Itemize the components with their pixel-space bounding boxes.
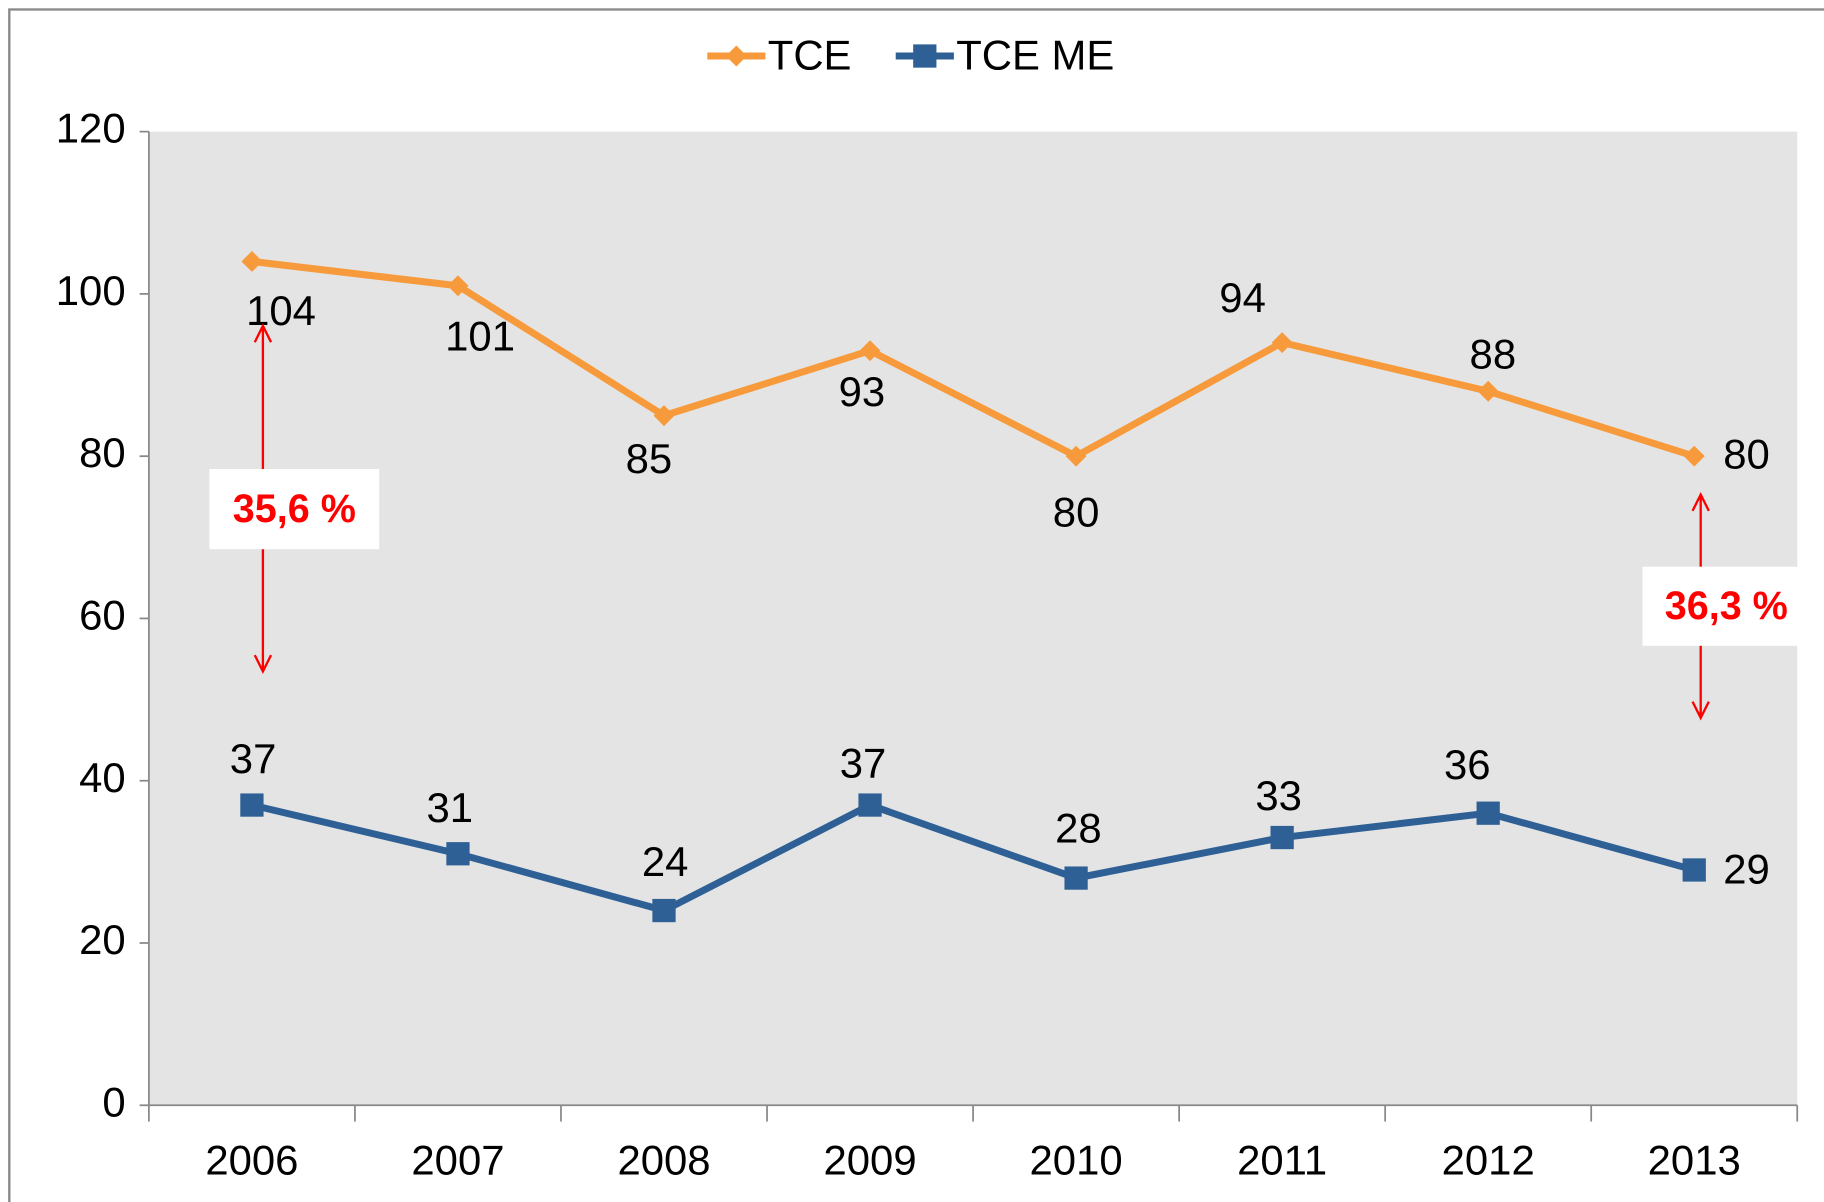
arrow-head (1691, 701, 1710, 721)
marker (859, 340, 881, 362)
x-tick-label: 2013 (1648, 1137, 1741, 1184)
y-tick-label: 20 (79, 916, 126, 963)
data-label: 93 (839, 368, 886, 415)
marker (1270, 825, 1294, 850)
data-label: 94 (1219, 274, 1266, 321)
annotation-box (1642, 566, 1811, 646)
data-label: 28 (1055, 805, 1102, 852)
annotation: 36,3 % (1642, 491, 1811, 721)
annotation-text: 36,3 % (1665, 584, 1788, 628)
marker (652, 898, 676, 923)
annotation-text: 35,6 % (233, 487, 356, 531)
legend: TCE TCE ME (707, 31, 1114, 78)
data-label: 80 (1723, 430, 1770, 477)
marker (240, 793, 264, 817)
legend-marker (725, 45, 747, 67)
data-label: 33 (1255, 772, 1302, 819)
x-tick-label: 2006 (205, 1137, 298, 1184)
y-tick-label: 80 (79, 429, 126, 476)
marker (447, 275, 469, 297)
data-label: 88 (1470, 331, 1517, 378)
x-tick-label: 2010 (1030, 1137, 1123, 1184)
data-label: 80 (1053, 489, 1100, 536)
legend-label: TCE (768, 31, 852, 78)
annotation-box (209, 468, 380, 550)
marker (1476, 801, 1500, 825)
series: 104 101 85 93 80 94 88 80 (241, 250, 1770, 536)
marker (1271, 332, 1293, 354)
data-label: 37 (230, 735, 277, 782)
data-label: 31 (427, 784, 474, 831)
data-label: 85 (626, 435, 673, 482)
arrow-head (253, 323, 273, 343)
x-tick-label: 2012 (1442, 1137, 1535, 1184)
series: 37 31 24 37 28 33 36 29 (230, 735, 1770, 923)
data-label: 36 (1444, 741, 1491, 788)
marker (1064, 866, 1088, 890)
legend-label: TCE ME (956, 31, 1114, 78)
data-label: 24 (642, 838, 689, 885)
x-tick-label: 2009 (823, 1137, 916, 1184)
marker (1683, 445, 1705, 467)
x-tick-label: 2011 (1237, 1137, 1327, 1184)
arrow-head (253, 654, 273, 674)
data-label: 37 (840, 740, 887, 787)
annotation: 35,6 % (209, 323, 380, 674)
plot-area (148, 131, 1798, 1106)
series-line (251, 801, 1696, 915)
y-tick-label: 40 (79, 754, 126, 801)
arrow-head (1691, 491, 1710, 512)
legend-marker (913, 44, 937, 68)
marker (446, 842, 470, 866)
x-tick-label: 2007 (411, 1137, 504, 1184)
y-tick-label: 100 (56, 267, 126, 314)
series-line (251, 257, 1696, 461)
y-tick-label: 120 (56, 105, 126, 152)
marker (1682, 858, 1706, 882)
y-tick-label: 60 (79, 592, 126, 639)
x-tick-label: 2008 (617, 1137, 710, 1184)
data-label: 101 (445, 312, 515, 359)
marker (858, 793, 882, 817)
data-label: 104 (246, 287, 316, 334)
y-tick-label: 0 (102, 1078, 125, 1125)
data-label: 29 (1723, 845, 1770, 892)
